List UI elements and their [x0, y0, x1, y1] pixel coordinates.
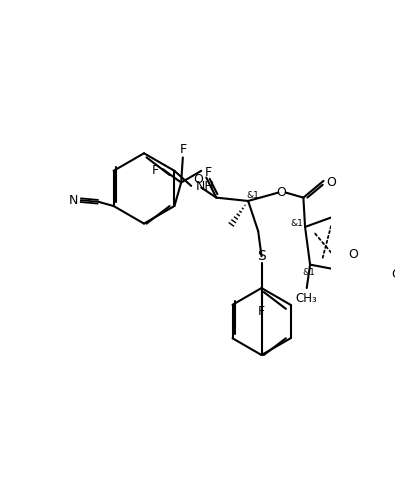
Text: NH: NH: [196, 180, 214, 193]
Text: F: F: [205, 166, 213, 179]
Text: F: F: [152, 165, 159, 177]
Text: F: F: [180, 143, 187, 156]
Text: S: S: [257, 249, 266, 263]
Text: O: O: [391, 268, 395, 281]
Text: O: O: [349, 248, 359, 261]
Text: O: O: [326, 176, 336, 189]
Text: &1: &1: [290, 219, 303, 228]
Text: N: N: [69, 194, 78, 207]
Text: CH₃: CH₃: [296, 291, 318, 304]
Text: O: O: [276, 186, 286, 199]
Text: &1: &1: [302, 269, 315, 277]
Text: &1: &1: [247, 191, 260, 199]
Text: O: O: [193, 173, 203, 186]
Text: F: F: [258, 305, 265, 318]
